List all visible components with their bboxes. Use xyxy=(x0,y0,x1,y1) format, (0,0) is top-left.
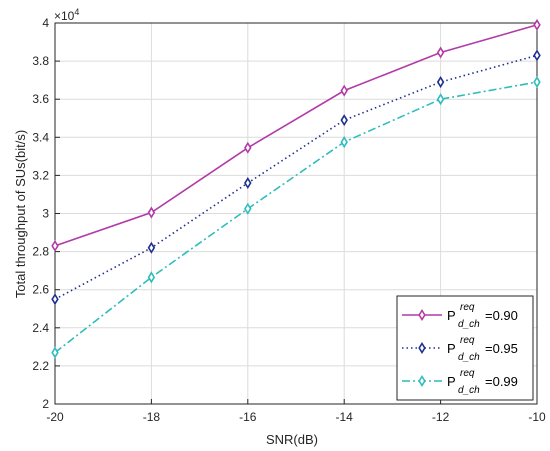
data-point-marker xyxy=(533,49,541,62)
legend-marker xyxy=(418,374,426,388)
x-tick-label: -18 xyxy=(143,410,161,424)
x-axis-ticks: -20 -18 -16 -14 -12 -10 xyxy=(46,399,546,424)
y-axis-multiplier: ×104 xyxy=(54,7,79,23)
legend-label-base: P xyxy=(447,341,456,356)
series-2 xyxy=(51,49,541,306)
legend-label-value: =0.95 xyxy=(485,341,518,356)
x-tick-label: -12 xyxy=(432,410,450,424)
x-tick-label: -10 xyxy=(528,410,546,424)
series-line xyxy=(54,24,538,247)
legend-label-superscript: req xyxy=(460,335,475,346)
data-point-marker xyxy=(51,239,59,252)
legend-label-value: =0.90 xyxy=(485,308,518,323)
y-tick-label: 3.8 xyxy=(32,54,49,68)
legend-label-subscript: d_ch xyxy=(458,385,480,396)
y-multiplier-exponent: 4 xyxy=(74,7,79,17)
legend-label-superscript: req xyxy=(460,368,475,379)
x-axis-label: SNR(dB) xyxy=(266,432,318,447)
data-point-marker xyxy=(51,346,59,359)
series-layer xyxy=(51,18,541,359)
data-point-marker xyxy=(244,202,252,215)
series-3 xyxy=(51,76,541,359)
legend-marker xyxy=(418,308,426,322)
data-point-marker xyxy=(533,76,541,89)
data-point-marker xyxy=(340,114,348,127)
y-axis-ticks: 2 2.2 2.4 2.6 2.8 3 3.2 3.4 3.6 3.8 4 xyxy=(32,16,60,411)
series-line xyxy=(54,81,538,354)
data-point-marker xyxy=(340,136,348,149)
y-tick-label: 2.6 xyxy=(32,283,49,297)
x-tick-label: -20 xyxy=(46,410,64,424)
legend-label-superscript: req xyxy=(460,302,475,313)
y-tick-label: 3 xyxy=(42,207,49,221)
series-1 xyxy=(51,18,541,252)
y-tick-label: 3.2 xyxy=(32,168,49,182)
x-tick-label: -16 xyxy=(239,410,257,424)
legend-label-base: P xyxy=(447,308,456,323)
y-tick-label: 2.4 xyxy=(32,321,49,335)
y-tick-label: 4 xyxy=(42,16,49,30)
x-tick-label: -14 xyxy=(336,410,354,424)
data-point-marker xyxy=(51,293,59,306)
data-point-marker xyxy=(147,271,156,284)
data-point-marker xyxy=(436,93,445,106)
y-tick-label: 2.2 xyxy=(32,359,49,373)
legend-marker xyxy=(418,341,426,355)
data-point-marker xyxy=(436,76,445,89)
data-point-marker xyxy=(533,18,541,31)
legend-label-subscript: d_ch xyxy=(458,352,480,363)
y-axis-label: Total throughput of SUs(bit/s) xyxy=(13,130,28,298)
y-tick-label: 2.8 xyxy=(32,245,49,259)
data-point-marker xyxy=(340,84,348,97)
y-tick-label: 2 xyxy=(42,397,49,411)
series-line xyxy=(54,54,538,300)
legend-label-value: =0.99 xyxy=(485,374,518,389)
y-tick-label: 3.4 xyxy=(32,130,49,144)
legend-label-base: P xyxy=(447,374,456,389)
data-point-marker xyxy=(436,46,445,59)
y-tick-label: 3.6 xyxy=(32,92,49,106)
legend-label-subscript: d_ch xyxy=(458,319,480,330)
data-point-marker xyxy=(244,141,252,154)
data-point-marker xyxy=(244,177,252,190)
y-multiplier-base: ×10 xyxy=(54,9,75,23)
data-point-marker xyxy=(147,241,156,254)
data-point-marker xyxy=(147,206,156,219)
